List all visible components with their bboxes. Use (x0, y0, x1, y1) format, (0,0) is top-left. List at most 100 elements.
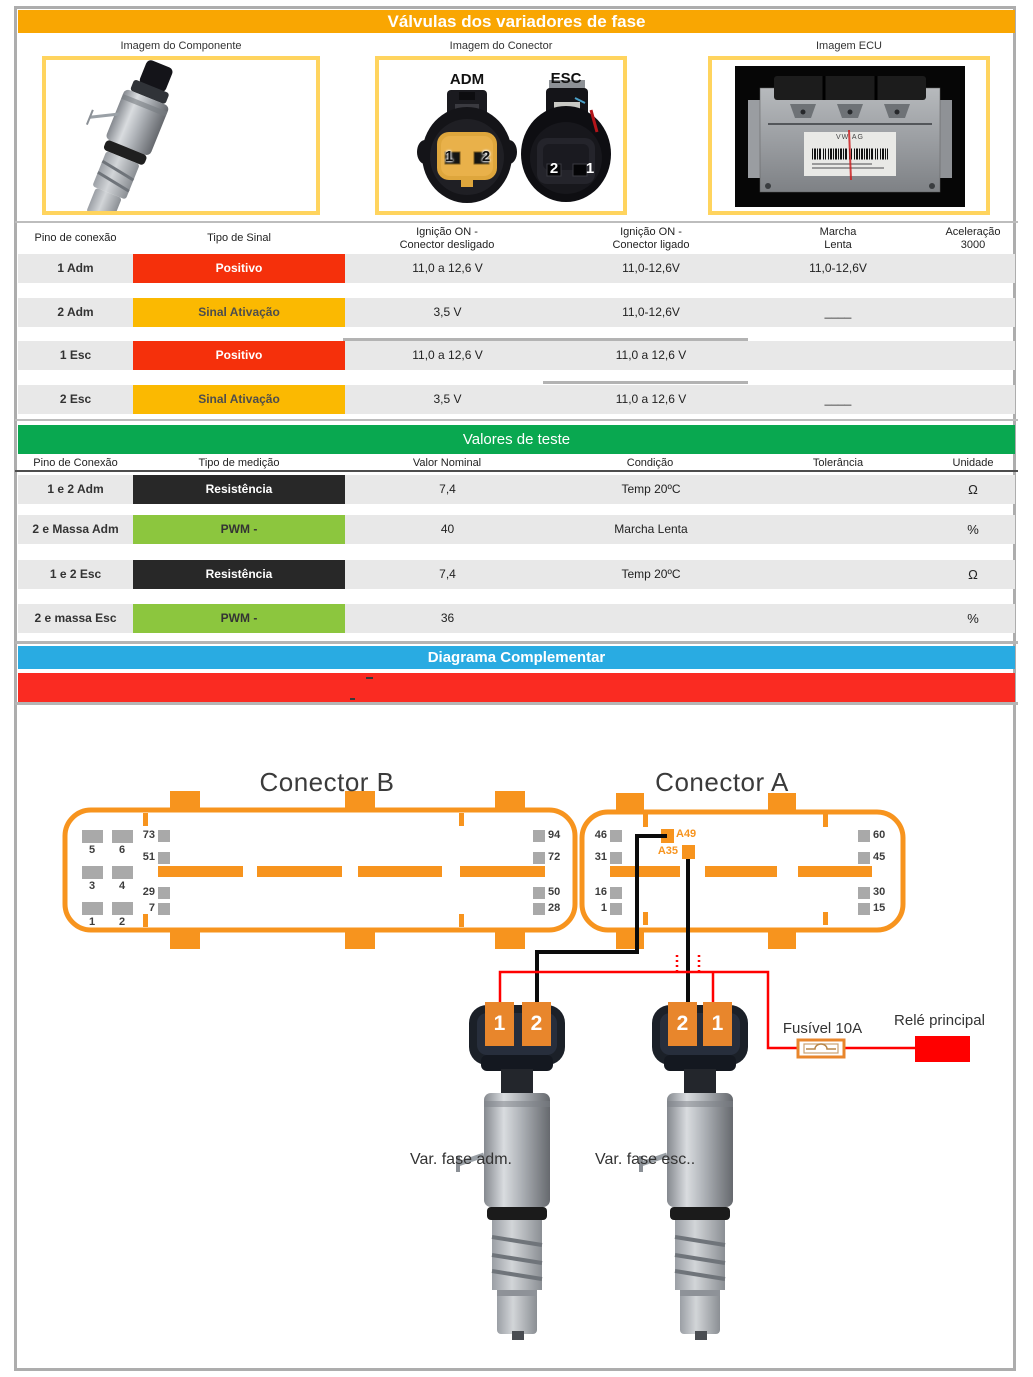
signal-header-accel-line1: Aceleração (945, 226, 1001, 238)
conna-pin-label: 46 (594, 829, 607, 841)
wire-a49-black (535, 834, 667, 1005)
signal-type-badge: Positivo (133, 254, 345, 283)
connb-pin-label: 29 (142, 886, 155, 898)
value-accel (923, 298, 1023, 327)
connb-pin-label: 72 (548, 851, 561, 863)
row-pin: 1 e 2 Adm (47, 482, 104, 496)
connb-pad-label: 3 (88, 880, 96, 892)
connector-image-label: Imagem do Conector (449, 40, 553, 52)
relay-label: Relé principal (894, 1012, 985, 1029)
connector-a-pads (610, 830, 870, 915)
signal-header-accel-line2: 3000 (960, 239, 986, 251)
divider (15, 702, 1018, 705)
valve-adm-shape (458, 1005, 565, 1340)
measure-type-badge: Resistência (133, 475, 345, 504)
connector-a-title: Conector A (655, 767, 789, 797)
signal-table-row: 2 Adm Sinal Ativação 3,5 V 11,0-12,6V __… (18, 298, 1015, 327)
value-accel (923, 341, 1023, 370)
ecu-image-label: Imagem ECU (815, 40, 883, 52)
connb-pin-label: 51 (142, 851, 155, 863)
signal-table-row: 1 Esc Positivo 11,0 a 12,6 V 11,0 a 12,6… (18, 341, 1015, 370)
ecu-brand-text: VW AG (836, 134, 864, 141)
divider (15, 221, 1018, 223)
value-accel (923, 385, 1023, 414)
fuse-label: Fusível 10A (782, 1020, 863, 1037)
signal-header-off-line2: Conector desligado (399, 239, 495, 251)
test-header-tolerance: Tolerância (812, 457, 864, 469)
conna-pin-label: 16 (594, 886, 607, 898)
valve-esc-label: Var. fase esc.. (595, 1151, 696, 1168)
value-nominal: 7,4 (439, 567, 456, 581)
red-banner (18, 673, 1015, 702)
signal-header-idle: Marcha Lenta (783, 226, 893, 252)
signal-header-on-line1: Ignição ON - (620, 226, 682, 238)
test-table-row: 1 e 2 Adm Resistência 7,4 Temp 20ºC Ω (18, 475, 1015, 504)
value-idle: ____ (824, 305, 852, 319)
conna-pin-label: 31 (594, 851, 607, 863)
esc-pin-2-label: 2 (549, 160, 559, 177)
value-idle: ____ (824, 392, 852, 406)
value-condition: Marcha Lenta (614, 522, 688, 536)
value-accel (923, 254, 1023, 283)
test-table-row: 2 e Massa Adm PWM - 40 Marcha Lenta % (18, 515, 1015, 544)
conna-pin-label: 45 (873, 851, 886, 863)
measure-type-badge: PWM - (133, 515, 345, 544)
connb-pin-label: 73 (142, 829, 155, 841)
connb-pad-label: 6 (118, 844, 126, 856)
row-pin: 1 Adm (57, 261, 94, 275)
signal-header-idle-line1: Marcha (819, 226, 857, 238)
value-idle: 11,0-12,6V (809, 261, 867, 275)
divider (15, 419, 1018, 421)
signal-header-signal: Tipo de Sinal (207, 232, 271, 244)
value-nominal: 40 (440, 522, 455, 536)
connb-pad-label: 4 (118, 880, 126, 892)
wires (498, 834, 915, 1050)
valve-adm-label: Var. fase adm. (410, 1151, 512, 1168)
signal-header-accel: Aceleração 3000 (923, 226, 1023, 252)
signal-table-row: 2 Esc Sinal Ativação 3,5 V 11,0 a 12,6 V… (18, 385, 1015, 414)
measure-type-badge: PWM - (133, 604, 345, 633)
relay-symbol (915, 1036, 970, 1062)
valve-adm-pin-2: 2 (522, 1002, 551, 1046)
signal-type-badge: Positivo (133, 341, 345, 370)
row-pin: 1 Esc (59, 348, 92, 362)
value-on: 11,0 a 12,6 V (615, 392, 687, 406)
adm-pin-2-label: 2 (481, 148, 491, 165)
value-condition: Temp 20ºC (621, 567, 681, 581)
divider (343, 338, 748, 341)
connb-pad-label: 2 (118, 916, 126, 928)
test-table-row: 2 e massa Esc PWM - 36 % (18, 604, 1015, 633)
value-unit: % (967, 522, 979, 537)
connb-pin-label: 7 (148, 902, 155, 914)
value-on: 11,0-12,6V (622, 305, 680, 319)
divider (15, 470, 1018, 472)
conna-pin-a35-label: A35 (657, 845, 678, 857)
test-header-value: Valor Nominal (412, 457, 482, 469)
value-unit: % (967, 611, 979, 626)
component-valve-image (85, 60, 173, 211)
test-header-pin: Pino de Conexão (33, 457, 118, 469)
banner-smudge (366, 677, 373, 679)
test-header-type: Tipo de medição (198, 457, 280, 469)
signal-table-row: 1 Adm Positivo 11,0 a 12,6 V 11,0-12,6V … (18, 254, 1015, 283)
connector-b-title: Conector B (259, 767, 395, 797)
divider (543, 381, 748, 384)
connb-pin-label: 50 (548, 886, 561, 898)
valve-esc-pin-2: 2 (668, 1002, 697, 1046)
signal-header-on: Ignição ON - Conector ligado (556, 226, 746, 252)
value-idle (738, 341, 938, 370)
connb-pad-label: 1 (88, 916, 96, 928)
value-nominal: 7,4 (439, 482, 456, 496)
value-off: 3,5 V (433, 305, 462, 319)
row-pin: 2 e Massa Adm (32, 522, 119, 536)
signal-header-idle-line2: Lenta (824, 239, 852, 251)
value-condition: Temp 20ºC (621, 482, 681, 496)
esc-connector-shape (521, 80, 611, 202)
value-tolerance (738, 475, 938, 504)
signal-header-on-line2: Conector ligado (612, 239, 690, 251)
signal-header-off-line1: Ignição ON - (416, 226, 478, 238)
measure-type-badge: Resistência (133, 560, 345, 589)
component-image-label: Imagem do Componente (120, 40, 242, 52)
value-nominal: 36 (440, 611, 455, 625)
